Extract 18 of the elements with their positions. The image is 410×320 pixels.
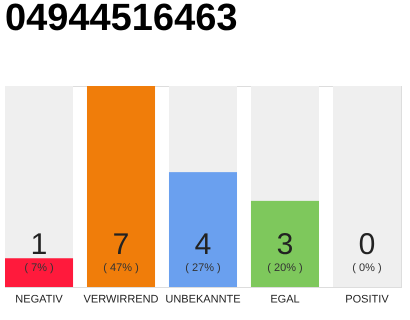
data-label: 4 bbox=[194, 228, 212, 261]
data-label: 7 bbox=[112, 228, 130, 261]
bar bbox=[5, 258, 74, 287]
x-tick-label: UNBEKANNTE bbox=[165, 294, 241, 306]
x-tick-label: NEGATIV bbox=[15, 294, 64, 306]
x-tick-label: POSITIV bbox=[345, 294, 390, 306]
data-label: 1 bbox=[30, 228, 48, 261]
data-label: 3 bbox=[276, 228, 294, 261]
annotation: ( 7% ) bbox=[24, 262, 54, 274]
bar bbox=[86, 86, 156, 287]
annotation: ( 0% ) bbox=[352, 262, 382, 274]
x-tick-label: VERWIRREND bbox=[84, 294, 159, 306]
annotation: ( 20% ) bbox=[267, 262, 303, 274]
data-label: 0 bbox=[358, 228, 376, 261]
annotation: ( 27% ) bbox=[185, 262, 221, 274]
x-tick-label: EGAL bbox=[270, 294, 300, 306]
chart-title: 04944516463 bbox=[5, 0, 238, 39]
annotation: ( 47% ) bbox=[103, 262, 139, 274]
